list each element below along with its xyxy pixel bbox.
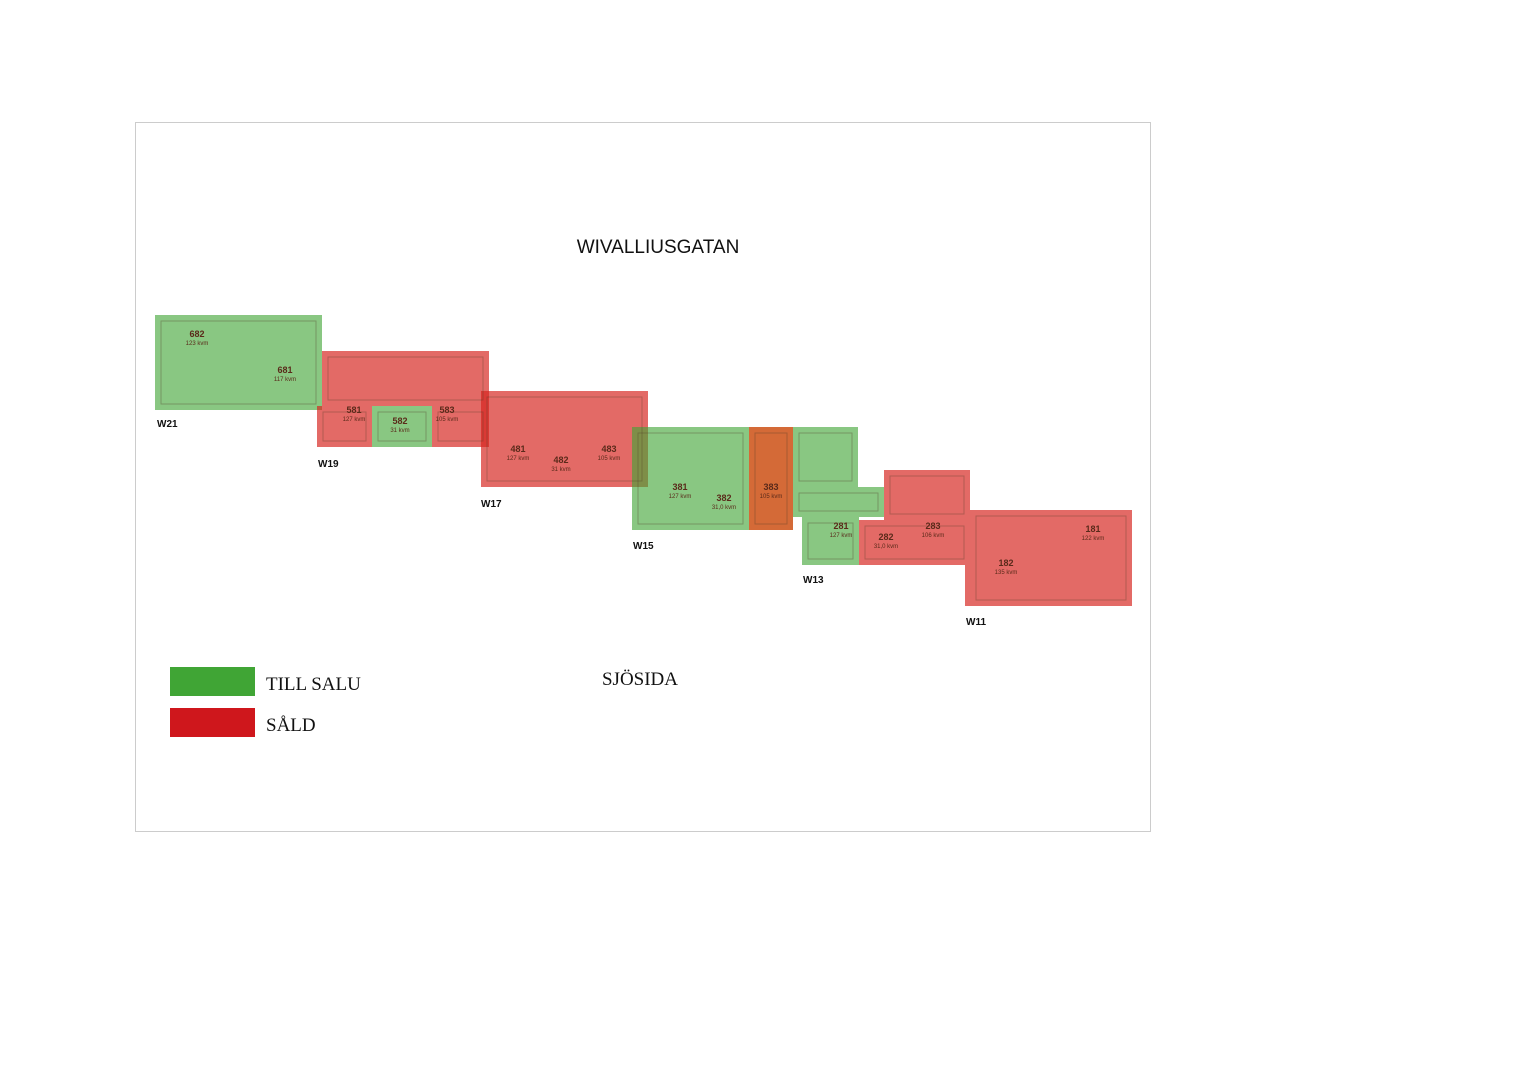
unit-area: 127 kvm: [830, 533, 853, 539]
unit-area: 105 kvm: [760, 494, 783, 500]
apartment-area: [322, 351, 489, 406]
wall-outline: [889, 475, 965, 515]
wall-outline: [975, 515, 1127, 601]
legend-swatch: [170, 708, 255, 737]
wall-outline: [754, 432, 788, 525]
unit-area: 106 kvm: [922, 533, 945, 539]
apartment-area: [970, 510, 1132, 606]
apartment-area: [155, 315, 322, 410]
apartment-area: [372, 406, 432, 447]
apartment-area: [859, 520, 970, 565]
wall-outline: [437, 411, 484, 442]
wall-outline: [322, 411, 367, 442]
unit-area: 105 kvm: [436, 417, 459, 423]
apartment-area: [793, 487, 884, 517]
wall-outline: [160, 320, 317, 405]
building-label: W15: [633, 541, 654, 552]
legend-swatch: [170, 667, 255, 696]
wall-outline: [798, 492, 879, 512]
unit-number: 381: [672, 482, 687, 492]
unit-number: 382: [716, 493, 731, 503]
wall-outline: [637, 432, 744, 525]
unit-area: 31,0 kvm: [712, 505, 736, 511]
legend-label: SÅLD: [266, 715, 316, 736]
street-name: WIVALLIUSGATAN: [577, 237, 740, 258]
unit-area: 117 kvm: [274, 377, 296, 383]
unit-number: 281: [833, 521, 848, 531]
unit-area: 31 kvm: [551, 467, 570, 473]
unit-number: 282: [878, 532, 893, 542]
unit-area: 31 kvm: [390, 428, 409, 434]
unit-area: 123 kvm: [186, 341, 209, 347]
apartment-area: [317, 406, 372, 447]
seaside-label: SJÖSIDA: [602, 669, 678, 690]
unit-number: 682: [189, 329, 204, 339]
unit-number: 383: [763, 482, 778, 492]
unit-area: 127 kvm: [507, 456, 530, 462]
unit-area: 127 kvm: [669, 494, 692, 500]
apartment-area: [965, 565, 970, 606]
apartment-area: [802, 517, 859, 565]
wall-outline: [377, 411, 427, 442]
unit-number: 582: [392, 416, 407, 426]
unit-number: 182: [998, 558, 1013, 568]
apartment-area: [793, 427, 858, 487]
wall-outline: [798, 432, 853, 482]
building-label: W17: [481, 499, 502, 510]
building-label: W11: [966, 617, 986, 628]
unit-number: 181: [1085, 524, 1100, 534]
unit-area: 135 kvm: [995, 570, 1018, 576]
wall-outline: [486, 396, 643, 482]
unit-number: 581: [346, 405, 361, 415]
building-label: W13: [803, 575, 824, 586]
apartment-area: [749, 427, 793, 530]
wall-outline: [807, 522, 854, 560]
unit-number: 583: [439, 405, 454, 415]
unit-number: 482: [553, 455, 568, 465]
unit-number: 681: [277, 365, 292, 375]
apartment-area: [481, 391, 648, 487]
apartment-area: [884, 470, 970, 520]
building-label: W21: [157, 419, 178, 430]
unit-number: 483: [601, 444, 616, 454]
unit-number: 283: [925, 521, 940, 531]
apartment-area: [432, 406, 489, 447]
unit-area: 127 kvm: [343, 417, 366, 423]
unit-area: 105 kvm: [598, 456, 621, 462]
wall-outline: [864, 525, 965, 560]
apartment-area: [632, 427, 749, 530]
wall-outline: [327, 356, 484, 401]
unit-area: 122 kvm: [1082, 536, 1105, 542]
unit-number: 481: [510, 444, 525, 454]
building-label: W19: [318, 459, 339, 470]
unit-area: 31,0 kvm: [874, 544, 898, 550]
legend-label: TILL SALU: [266, 674, 361, 695]
